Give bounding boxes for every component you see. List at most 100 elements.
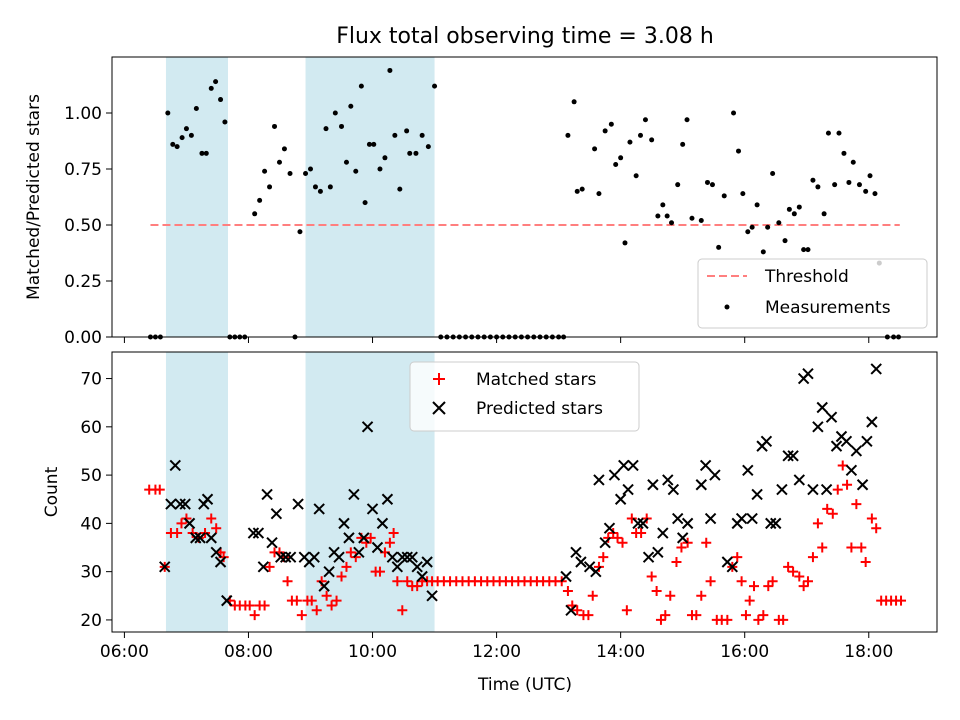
observing-window-shading xyxy=(165,57,435,337)
predicted-star-marker xyxy=(699,459,712,472)
predicted-star-marker xyxy=(840,435,853,448)
matched-star-marker xyxy=(758,610,769,621)
predicted-star-marker xyxy=(735,512,748,525)
predicted-star-marker xyxy=(266,536,278,549)
measurement-point xyxy=(419,132,425,138)
predicted-star-marker xyxy=(856,479,869,491)
predicted-star-marker xyxy=(647,479,659,491)
measurement-point xyxy=(791,211,797,217)
measurement-point xyxy=(689,215,695,221)
predicted-star-marker xyxy=(627,459,639,472)
matched-star-marker xyxy=(749,581,760,592)
ratio-legend-box xyxy=(697,258,928,329)
predicted-star-marker xyxy=(593,474,605,486)
predicted-star-marker xyxy=(275,551,287,563)
measurement-point xyxy=(805,247,811,253)
y-tick-label: 40 xyxy=(80,514,102,534)
x-tick-label: 06:00 xyxy=(100,642,149,662)
measurement-point xyxy=(815,184,821,190)
count-y-axis: 20 30 40 50 60 70 xyxy=(80,370,112,631)
predicted-star-marker xyxy=(308,551,320,563)
predicted-star-marker xyxy=(252,527,265,539)
measurement-point xyxy=(165,110,171,116)
matched-star-marker xyxy=(306,595,317,606)
measurement-point xyxy=(633,173,639,179)
matched-star-marker xyxy=(626,513,637,524)
measurement-point xyxy=(297,229,303,235)
predicted-star-marker xyxy=(159,561,171,573)
measurement-point xyxy=(716,244,722,250)
legend-measurements-label: Measurements xyxy=(765,298,891,318)
predicted-star-marker xyxy=(214,556,227,568)
predicted-star-marker xyxy=(782,450,794,462)
measurement-point xyxy=(649,137,655,143)
ratio-x-axis-ticks xyxy=(123,337,870,343)
ratio-y-axis: 0.00 0.25 0.50 0.75 1.00 xyxy=(64,104,112,348)
measurement-point xyxy=(397,186,403,192)
predicted-star-marker xyxy=(353,546,365,559)
matched-star-marker xyxy=(732,552,743,563)
matched-star-marker xyxy=(181,513,192,524)
matched-star-marker xyxy=(636,528,647,539)
measurement-point xyxy=(655,213,661,219)
x-axis-label: Time (UTC) xyxy=(477,675,572,695)
measurement-point xyxy=(684,117,690,123)
matched-star-marker xyxy=(860,557,871,567)
predicted-star-marker xyxy=(247,527,260,539)
predicted-star-marker xyxy=(820,483,833,496)
predicted-star-marker xyxy=(194,532,206,544)
matched-star-marker xyxy=(321,590,332,601)
ratio-panel: 0.00 0.25 0.50 0.75 1.00 Matched/Predicted s… xyxy=(24,56,938,348)
matched-star-marker xyxy=(350,552,361,563)
measurement-point xyxy=(680,141,686,147)
matched-star-marker xyxy=(341,561,352,572)
predicted-star-marker xyxy=(411,561,423,573)
measurement-point xyxy=(825,130,831,136)
measurement-point xyxy=(377,166,383,172)
matched-star-marker xyxy=(259,600,270,611)
ratio-plot-frame xyxy=(111,56,938,338)
predicted-star-marker xyxy=(575,556,587,568)
predicted-star-marker xyxy=(657,527,669,539)
legend-threshold-label: Threshold xyxy=(764,267,849,287)
measurement-point xyxy=(358,83,364,89)
matched-star-marker xyxy=(827,508,838,519)
matched-star-marker xyxy=(397,605,408,616)
count-panel: 20 30 40 50 60 70 06:00 08:00 10:00 12:00 14:00 16… xyxy=(42,351,938,695)
matched-star-marker xyxy=(842,479,853,490)
predicted-star-marker xyxy=(261,488,273,501)
count-legend: Matched stars Predicted stars xyxy=(409,361,640,432)
measurement-point xyxy=(257,197,263,203)
count-legend-box xyxy=(409,361,640,432)
matched-star-marker xyxy=(696,590,707,601)
measurement-point xyxy=(627,139,633,145)
y-tick-label: 0.75 xyxy=(64,160,102,180)
predicted-star-marker xyxy=(632,517,644,530)
matched-star-marker xyxy=(651,585,662,596)
measurement-point xyxy=(432,83,438,89)
measurement-points xyxy=(147,67,902,340)
measurement-point xyxy=(754,202,760,208)
time-x-axis: 06:00 08:00 10:00 12:00 14:00 16:00 18:00 xyxy=(100,632,893,662)
measurement-point xyxy=(786,206,792,212)
measurement-point xyxy=(776,220,782,226)
matched-star-marker xyxy=(617,537,628,548)
measurement-point xyxy=(348,103,354,109)
measurement-point xyxy=(846,179,852,185)
predicted-star-marker xyxy=(637,517,649,530)
matched-star-marker xyxy=(311,605,322,616)
measurement-point xyxy=(303,170,309,176)
measurement-point xyxy=(745,229,751,235)
measurement-point xyxy=(841,150,847,156)
matched-star-marker xyxy=(783,561,794,572)
y-tick-label: 30 xyxy=(80,563,102,583)
measurement-point xyxy=(736,148,742,154)
matched-star-marker xyxy=(794,571,805,582)
measurement-point xyxy=(565,132,571,138)
measurement-point xyxy=(832,182,838,188)
x-tick-label: 08:00 xyxy=(224,642,273,662)
legend-predicted-label: Predicted stars xyxy=(476,399,603,419)
measurement-point xyxy=(252,211,258,217)
matched-star-marker xyxy=(736,576,747,587)
predicted-star-marker xyxy=(381,493,394,505)
